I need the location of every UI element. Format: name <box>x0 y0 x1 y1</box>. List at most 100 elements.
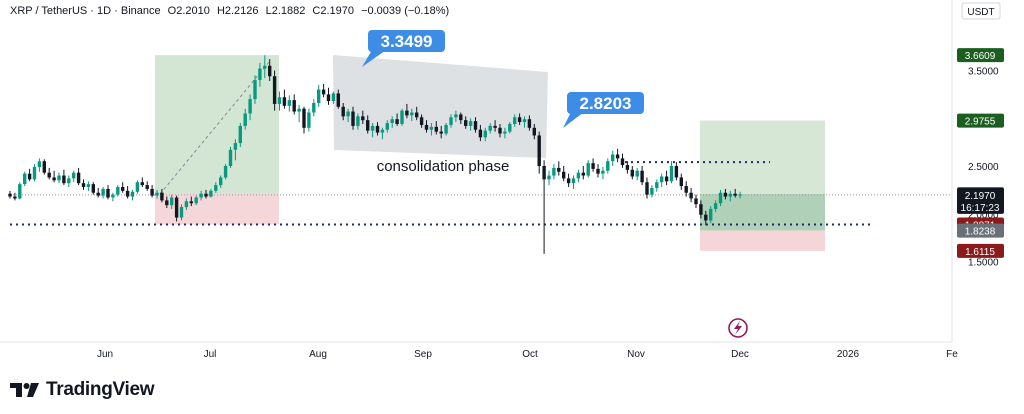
candle-body <box>199 193 203 198</box>
candle-body <box>655 182 659 188</box>
candle-body <box>473 121 478 130</box>
candle-body <box>498 127 502 134</box>
candle-body <box>424 124 429 130</box>
ohlc-low: L2.1882 <box>265 5 306 17</box>
callout-breakdown-box <box>567 92 644 114</box>
candle-body <box>630 169 634 177</box>
candle-body <box>282 97 287 106</box>
candle-body <box>566 178 571 184</box>
candle-body <box>738 194 742 196</box>
candle-body <box>101 188 105 196</box>
candle-body <box>307 112 311 128</box>
symbol-title[interactable]: XRP / TetherUS · 1D · Binance <box>10 5 161 17</box>
candle-body <box>170 197 174 206</box>
candle-body <box>390 119 394 124</box>
candle-body <box>601 170 605 174</box>
candle-body <box>611 154 615 162</box>
callout-high-box <box>368 30 445 52</box>
price-badge-value: 1.6115 <box>965 247 995 258</box>
time-tick-label: 2026 <box>837 349 860 360</box>
candle-body <box>444 124 448 134</box>
candle-body <box>483 130 487 138</box>
price-badge <box>957 223 1004 238</box>
consolidation-channel[interactable] <box>333 55 548 158</box>
candle-body <box>439 131 443 134</box>
price-chart[interactable]: 3.3499 2.8203 consolidation phase Jun Jul Aug… <box>0 0 1024 370</box>
time-tick-label: Jul <box>204 349 217 360</box>
candle-body <box>130 191 135 197</box>
candle-body <box>174 197 179 218</box>
candle-body <box>635 170 639 177</box>
candle-body <box>67 178 71 184</box>
candle-body <box>91 184 95 193</box>
candle-body <box>410 112 414 116</box>
callout-breakdown-text: 2.8203 <box>580 94 632 113</box>
candle-body <box>42 161 46 173</box>
candle-body <box>145 185 149 189</box>
candle-body <box>106 188 110 198</box>
candle-body <box>488 125 492 131</box>
candle-body <box>464 120 468 126</box>
candle-body <box>135 182 140 192</box>
candle-body <box>645 182 649 195</box>
candle-body <box>179 207 184 218</box>
candle-body <box>243 113 247 126</box>
ohlc-close: C2.1970 <box>312 5 355 17</box>
candle-body <box>576 172 581 179</box>
candle-body <box>596 168 600 174</box>
candle-body <box>62 175 66 184</box>
candle-body <box>375 125 380 133</box>
candle-body <box>405 110 409 116</box>
candle-body <box>287 100 291 106</box>
candle-body <box>532 127 536 136</box>
candle-body <box>219 177 223 186</box>
candle-body <box>679 177 683 187</box>
candle-body <box>395 119 399 124</box>
candle-body <box>302 108 306 128</box>
target-zone-2[interactable] <box>700 120 825 195</box>
candle-body <box>718 192 723 204</box>
candle-body <box>704 214 708 221</box>
price-badge-value: 1.8238 <box>965 227 996 238</box>
candle-body <box>238 125 242 144</box>
candle-body <box>366 120 370 131</box>
candle-body <box>586 163 590 176</box>
stop-zone-2[interactable] <box>700 230 825 251</box>
candle-body <box>292 100 296 112</box>
ohlc-open: O2.2010 <box>167 5 210 17</box>
candle-body <box>268 65 272 77</box>
price-badge-value: 3.6609 <box>965 51 996 62</box>
candle-body <box>72 172 76 179</box>
candle-body <box>361 116 365 121</box>
candle-body <box>27 173 32 180</box>
candle-body <box>263 65 267 69</box>
candle-body <box>52 177 56 181</box>
chart-area[interactable]: 3.3499 2.8203 consolidation phase Jun Jul Aug… <box>0 0 1024 370</box>
ohlc-high: H2.2126 <box>216 5 259 17</box>
candle-body <box>81 183 86 188</box>
candle-body <box>272 76 277 104</box>
candle-body <box>331 93 336 102</box>
candle-body <box>459 114 463 121</box>
candle-body <box>317 89 321 103</box>
brand-footer: TradingView <box>10 378 155 402</box>
candle-body <box>517 117 522 123</box>
price-badge-countdown: 16:17:23 <box>961 203 1000 214</box>
time-tick-label: Dec <box>731 349 749 360</box>
candle-body <box>277 97 282 104</box>
candle-body <box>625 165 630 170</box>
candle-body <box>419 117 424 125</box>
candle-body <box>699 204 703 215</box>
candle-body <box>150 188 154 196</box>
stop-zone-1[interactable] <box>155 194 279 225</box>
candle-body <box>184 201 189 208</box>
candle-body <box>111 194 115 198</box>
currency-box[interactable] <box>961 2 1001 20</box>
callout-high-pointer <box>362 50 386 67</box>
candle-body <box>713 203 718 209</box>
candle-body <box>223 166 228 178</box>
candle-body <box>400 110 404 124</box>
time-tick-label: Oct <box>522 349 538 360</box>
candle-body <box>694 198 698 205</box>
candle-body <box>189 201 193 204</box>
